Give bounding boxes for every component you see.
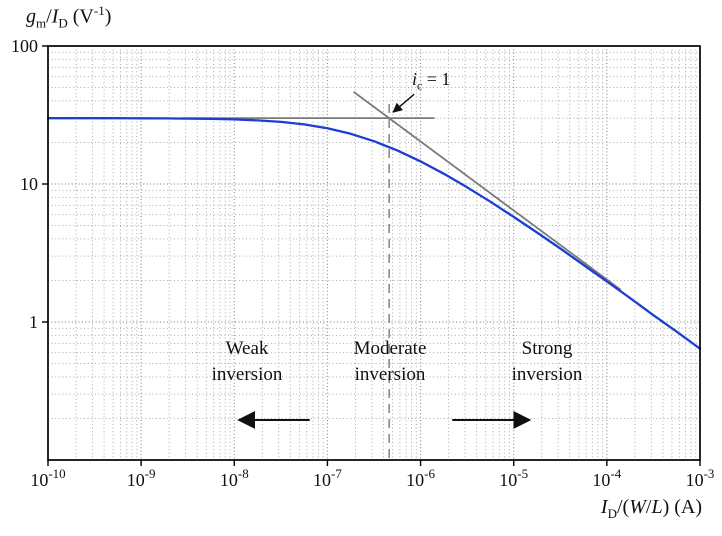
x-tick-label: 10-9 [127, 466, 156, 490]
x-tick-label: 10-8 [220, 466, 249, 490]
y-title-g: g [26, 5, 36, 28]
x-title-i: I [600, 496, 608, 518]
y-axis-title: gm/ID (V-1) [26, 3, 111, 32]
ic-equals-1-label: ic = 1 [412, 69, 450, 93]
y-title-exp: -1 [93, 3, 105, 18]
y-tick-label: 1 [29, 312, 38, 332]
region-weak-line2: inversion [211, 363, 283, 385]
y-tick-label: 10 [20, 174, 38, 194]
ic-label-sub: c [417, 79, 423, 93]
y-title-g-sub: m [36, 15, 47, 31]
strong-inversion-asymptote-line [352, 91, 622, 291]
region-label-moderate-inversion: Moderate inversion [354, 336, 427, 387]
x-title-open: /( [616, 496, 630, 518]
ic-label-rest: = 1 [422, 69, 451, 89]
x-title-i-sub: D [607, 506, 617, 521]
x-title-slash: / [645, 496, 652, 518]
x-tick-label: 10-4 [592, 466, 621, 490]
x-title-close: ) [662, 496, 670, 518]
x-tick-label: 10-6 [406, 466, 435, 490]
x-tick-label: 10-7 [313, 466, 342, 490]
region-label-weak-inversion: Weak inversion [212, 336, 283, 387]
x-tick-label: 10-10 [30, 466, 65, 490]
y-title-unit: (V [67, 5, 94, 28]
region-moderate-line1: Moderate [353, 338, 427, 359]
x-tick-label: 10-5 [499, 466, 528, 490]
x-axis-title: ID/(W/L) (A) [601, 496, 702, 522]
ic-pointer-arrow [392, 93, 415, 113]
gm-id-curve [46, 117, 702, 350]
plot-border [47, 45, 701, 461]
y-tick-label: 100 [11, 36, 38, 56]
x-title-unit: (A) [669, 496, 702, 518]
region-weak-line1: Weak [225, 338, 269, 359]
region-label-strong-inversion: Strong inversion [512, 336, 583, 387]
ic-label-var: i [412, 69, 418, 89]
y-title-slash: / [46, 5, 52, 28]
region-moderate-line2: inversion [354, 363, 426, 385]
y-title-close: ) [104, 5, 112, 28]
y-title-i-sub: D [58, 15, 68, 31]
region-strong-line1: Strong [521, 338, 573, 359]
x-title-l: L [651, 496, 663, 518]
x-title-w: W [629, 496, 646, 518]
y-title-i: I [51, 5, 59, 28]
x-tick-label: 10-3 [686, 466, 715, 490]
region-strong-line2: inversion [511, 363, 583, 385]
